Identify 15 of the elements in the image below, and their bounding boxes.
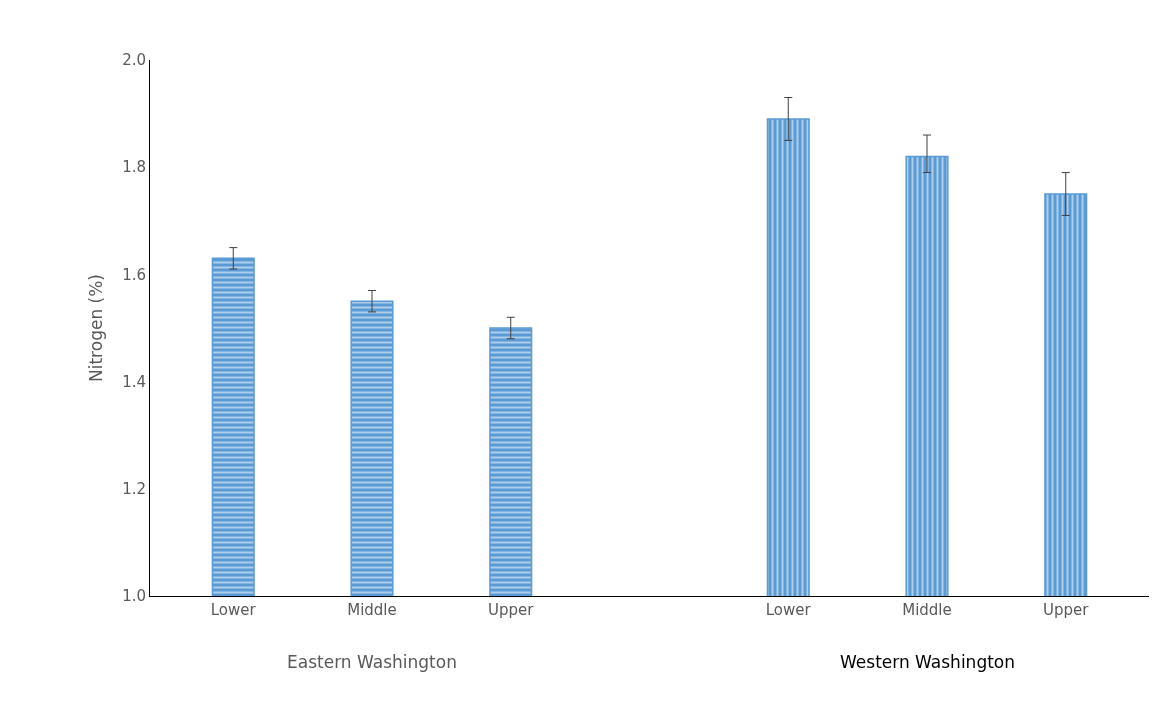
x-tick-label: Middle (902, 601, 952, 619)
text: Eastern Washington (287, 652, 457, 672)
y-tick-label: 1.8 (122, 158, 146, 177)
y-tick-label: 1.4 (122, 372, 146, 391)
text: Western Washington (840, 652, 1016, 672)
x-tick-label: Lower (765, 601, 812, 619)
x-tick-label: Upper (488, 601, 535, 619)
y-tick-label: 1.0 (122, 587, 146, 606)
x-tick-label: Middle (347, 601, 397, 619)
x-tick-label: Lower (210, 601, 257, 619)
y-axis-title: Nitrogen (%) (85, 274, 106, 382)
y-tick-label: 2.0 (122, 51, 146, 70)
x-tick-label: Upper (1043, 601, 1090, 619)
y-tick-label: 1.6 (122, 265, 146, 284)
y-tick-label: 1.2 (122, 480, 146, 499)
